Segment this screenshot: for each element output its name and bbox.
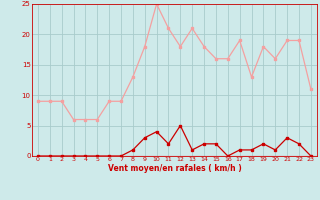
- X-axis label: Vent moyen/en rafales ( km/h ): Vent moyen/en rafales ( km/h ): [108, 164, 241, 173]
